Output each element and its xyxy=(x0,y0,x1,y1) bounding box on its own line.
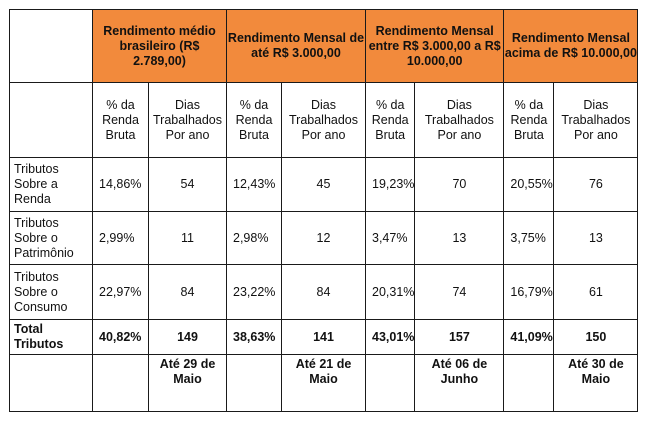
pct-cell: 3,75% xyxy=(503,211,555,265)
pct-cell: 38,63% xyxy=(226,319,282,355)
corner-cell xyxy=(9,9,93,83)
pct-cell: 2,99% xyxy=(92,211,149,265)
row-label: Tributos Sobre a Renda xyxy=(9,157,93,212)
date-row-blank xyxy=(226,354,282,412)
days-cell: 149 xyxy=(148,319,227,355)
date-cell: Até 06 de Junho xyxy=(414,354,505,412)
pct-cell: 20,55% xyxy=(503,157,555,212)
days-cell: 54 xyxy=(148,157,227,212)
days-cell: 45 xyxy=(281,157,366,212)
table-row: Tributos Sobre o Consumo 22,97% 84 23,22… xyxy=(9,264,639,320)
group-header-average: Rendimento médio brasileiro (R$ 2.789,00… xyxy=(92,9,227,83)
pct-cell: 22,97% xyxy=(92,264,149,320)
date-row-blank xyxy=(503,354,555,412)
date-row-blank xyxy=(9,354,93,412)
pct-cell: 19,23% xyxy=(364,157,416,212)
pct-cell: 43,01% xyxy=(364,319,416,355)
days-cell: 70 xyxy=(414,157,505,212)
days-cell: 76 xyxy=(553,157,639,212)
pct-cell: 2,98% xyxy=(226,211,282,265)
date-cell: Até 21 de Maio xyxy=(281,354,366,412)
pct-cell: 20,31% xyxy=(364,264,416,320)
days-cell: 13 xyxy=(553,211,639,265)
sub-header-days: Dias Trabalhados Por ano xyxy=(414,82,505,158)
table-row: Tributos Sobre o Patrimônio 2,99% 11 2,9… xyxy=(9,211,639,265)
days-cell: 84 xyxy=(281,264,366,320)
group-header-3000-to-10000: Rendimento Mensal entre R$ 3.000,00 a R$… xyxy=(364,9,505,83)
days-cell: 74 xyxy=(414,264,505,320)
table-row: Tributos Sobre a Renda 14,86% 54 12,43% … xyxy=(9,157,639,212)
row-label: Total Tributos xyxy=(9,319,93,355)
row-label: Tributos Sobre o Consumo xyxy=(9,264,93,320)
pct-cell: 16,79% xyxy=(503,264,555,320)
sub-header-row: % da Renda Bruta Dias Trabalhados Por an… xyxy=(9,82,639,158)
pct-cell: 41,09% xyxy=(503,319,555,355)
date-row-blank xyxy=(92,354,149,412)
sub-header-days: Dias Trabalhados Por ano xyxy=(148,82,227,158)
days-cell: 150 xyxy=(553,319,639,355)
date-cell: Até 29 de Maio xyxy=(148,354,227,412)
pct-cell: 23,22% xyxy=(226,264,282,320)
pct-cell: 14,86% xyxy=(92,157,149,212)
tax-burden-table: Rendimento médio brasileiro (R$ 2.789,00… xyxy=(9,9,639,412)
days-cell: 12 xyxy=(281,211,366,265)
group-header-row: Rendimento médio brasileiro (R$ 2.789,00… xyxy=(9,9,639,83)
sub-header-pct: % da Renda Bruta xyxy=(92,82,149,158)
pct-cell: 3,47% xyxy=(364,211,416,265)
date-cell: Até 30 de Maio xyxy=(553,354,639,412)
days-cell: 84 xyxy=(148,264,227,320)
group-header-up-to-3000: Rendimento Mensal de até R$ 3.000,00 xyxy=(226,9,366,83)
days-cell: 11 xyxy=(148,211,227,265)
date-row-blank xyxy=(364,354,416,412)
sub-header-pct: % da Renda Bruta xyxy=(226,82,282,158)
sub-header-days: Dias Trabalhados Por ano xyxy=(281,82,366,158)
days-cell: 141 xyxy=(281,319,366,355)
total-row: Total Tributos 40,82% 149 38,63% 141 43,… xyxy=(9,319,639,355)
pct-cell: 40,82% xyxy=(92,319,149,355)
date-row: Até 29 de Maio Até 21 de Maio Até 06 de … xyxy=(9,354,639,412)
group-header-above-10000: Rendimento Mensal acima de R$ 10.000,00 xyxy=(503,9,639,83)
sub-header-pct: % da Renda Bruta xyxy=(503,82,555,158)
days-cell: 157 xyxy=(414,319,505,355)
days-cell: 13 xyxy=(414,211,505,265)
pct-cell: 12,43% xyxy=(226,157,282,212)
days-cell: 61 xyxy=(553,264,639,320)
row-label: Tributos Sobre o Patrimônio xyxy=(9,211,93,265)
sub-header-pct: % da Renda Bruta xyxy=(364,82,416,158)
sub-header-blank xyxy=(9,82,93,158)
sub-header-days: Dias Trabalhados Por ano xyxy=(553,82,639,158)
